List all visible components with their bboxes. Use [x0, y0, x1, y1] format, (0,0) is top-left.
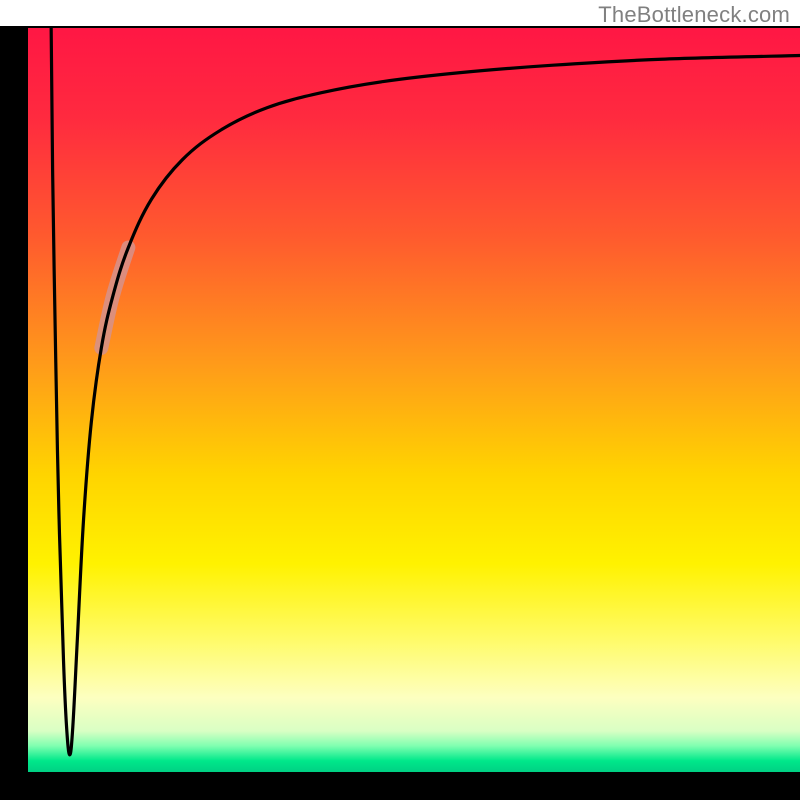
axis-bottom-bar [0, 772, 800, 800]
attribution-label: TheBottleneck.com [598, 2, 790, 28]
plot-background [28, 28, 800, 772]
bottleneck-chart: TheBottleneck.com [0, 0, 800, 800]
axis-left-bar [0, 28, 28, 800]
chart-canvas [0, 0, 800, 800]
